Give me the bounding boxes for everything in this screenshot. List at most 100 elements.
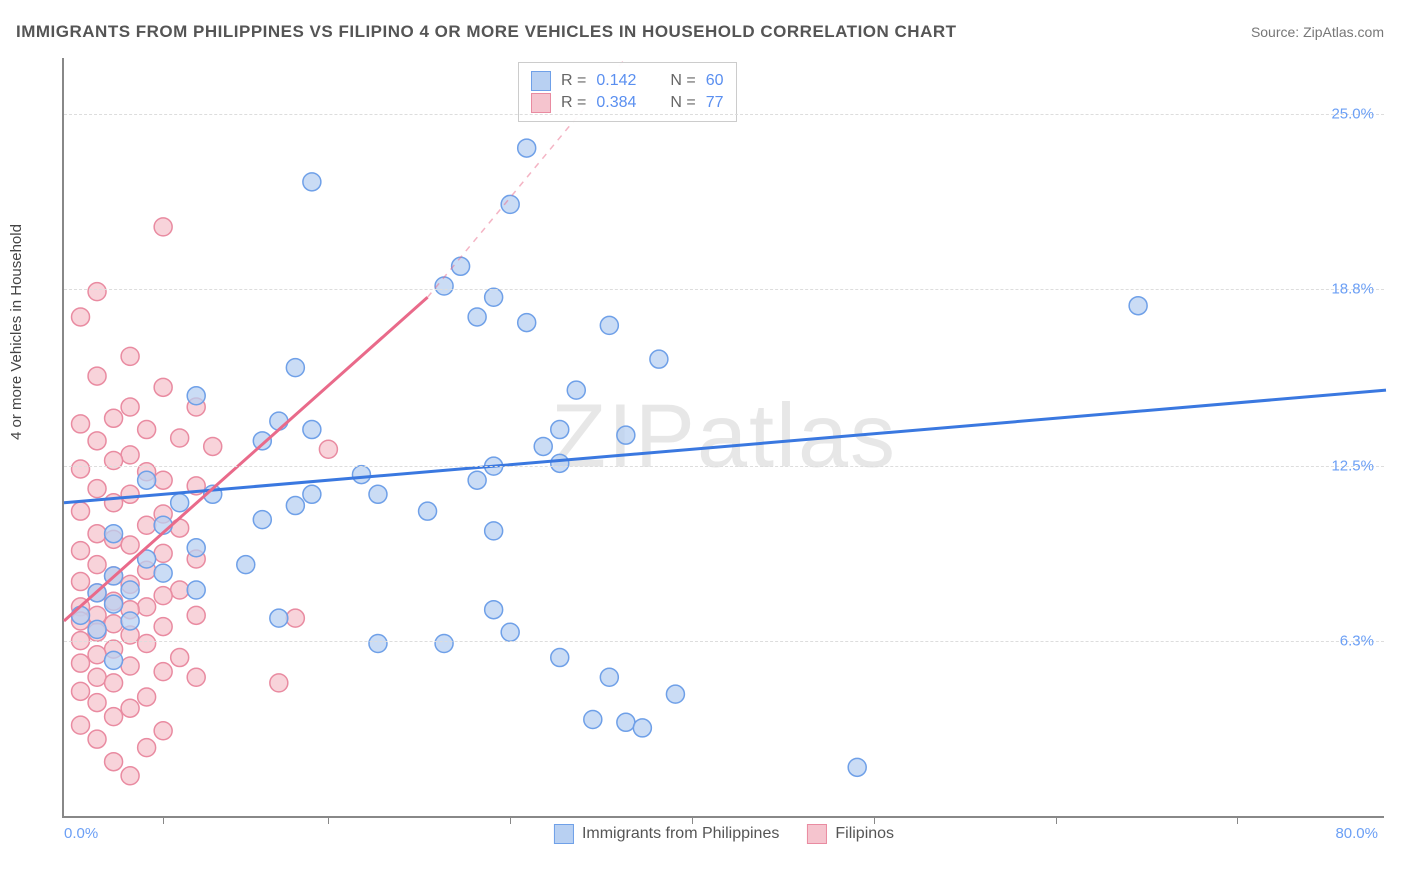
data-point [88,646,106,664]
legend-n-label: N = [670,94,695,112]
chart-title: IMMIGRANTS FROM PHILIPPINES VS FILIPINO … [16,22,957,42]
data-point [369,634,387,652]
data-point [121,767,139,785]
data-point [154,618,172,636]
data-point [88,432,106,450]
data-point [88,525,106,543]
data-point [154,471,172,489]
data-point [105,674,123,692]
y-axis-label: 4 or more Vehicles in Household [8,224,25,440]
data-point [88,367,106,385]
data-point [468,308,486,326]
data-point [187,668,205,686]
data-point [848,758,866,776]
data-point [121,446,139,464]
data-point [138,516,156,534]
data-point [121,485,139,503]
data-point [88,556,106,574]
data-point [154,663,172,681]
grid-line [64,289,1384,290]
data-point [121,347,139,365]
data-point [534,437,552,455]
grid-line [64,466,1384,467]
x-tick [163,816,164,824]
data-point [88,480,106,498]
legend-r-value-1: 0.142 [596,72,636,90]
chart-plot-area: ZIPatlas R = 0.142 N = 60 R = 0.384 N = … [62,58,1384,818]
data-point [105,409,123,427]
data-point [88,730,106,748]
x-axis-max-label: 80.0% [1335,825,1378,842]
data-point [154,722,172,740]
data-point [88,283,106,301]
data-point [452,257,470,275]
x-tick [510,816,511,824]
data-point [138,739,156,757]
data-point [171,494,189,512]
data-point [567,381,585,399]
data-point [485,288,503,306]
data-point [435,634,453,652]
data-point [105,595,123,613]
data-point [154,587,172,605]
data-point [501,623,519,641]
data-point [187,606,205,624]
data-point [138,598,156,616]
data-point [121,699,139,717]
legend-swatch-pink [807,824,827,844]
data-point [187,387,205,405]
data-point [237,556,255,574]
data-point [303,485,321,503]
data-point [319,440,337,458]
data-point [584,710,602,728]
data-point [88,668,106,686]
data-point [600,316,618,334]
legend-series-box: Immigrants from Philippines Filipinos [554,824,894,844]
y-tick-label: 6.3% [1340,632,1374,649]
legend-stats-box: R = 0.142 N = 60 R = 0.384 N = 77 [518,62,737,122]
legend-swatch-blue [531,71,551,91]
data-point [303,421,321,439]
data-point [154,378,172,396]
data-point [352,466,370,484]
source-attribution: Source: ZipAtlas.com [1251,24,1384,40]
data-point [270,412,288,430]
legend-r-value-2: 0.384 [596,94,636,112]
data-point [1129,297,1147,315]
data-point [72,542,90,560]
data-point [286,359,304,377]
data-point [485,522,503,540]
data-point [187,581,205,599]
data-point [253,432,271,450]
x-axis-origin-label: 0.0% [64,825,98,842]
data-point [121,612,139,630]
grid-line [64,114,1384,115]
data-point [105,708,123,726]
data-point [121,398,139,416]
data-point [72,460,90,478]
x-tick [874,816,875,824]
data-point [138,688,156,706]
data-point [171,581,189,599]
data-point [303,173,321,191]
data-point [154,544,172,562]
data-point [105,525,123,543]
data-point [72,573,90,591]
data-point [650,350,668,368]
data-point [468,471,486,489]
legend-item-immigrants: Immigrants from Philippines [554,824,779,844]
data-point [518,139,536,157]
legend-label-immigrants: Immigrants from Philippines [582,825,779,843]
data-point [88,694,106,712]
data-point [154,564,172,582]
legend-item-filipinos: Filipinos [807,824,894,844]
y-tick-label: 18.8% [1331,280,1374,297]
data-point [154,218,172,236]
data-point [138,471,156,489]
legend-n-value-1: 60 [706,72,724,90]
legend-r-label: R = [561,94,586,112]
data-point [633,719,651,737]
x-tick [328,816,329,824]
data-point [72,716,90,734]
data-point [88,620,106,638]
